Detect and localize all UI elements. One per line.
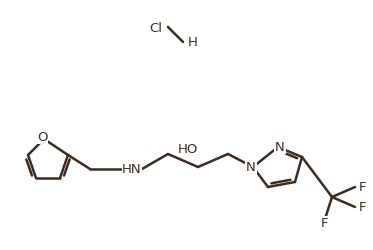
Text: H: H [188,36,198,49]
Text: N: N [275,141,285,154]
Text: F: F [359,201,367,214]
Text: O: O [37,131,47,144]
Text: HO: HO [178,143,198,156]
Text: HN: HN [122,163,142,176]
Text: N: N [246,161,256,174]
Text: Cl: Cl [149,22,162,34]
Text: F: F [359,181,367,194]
Text: F: F [321,217,329,230]
